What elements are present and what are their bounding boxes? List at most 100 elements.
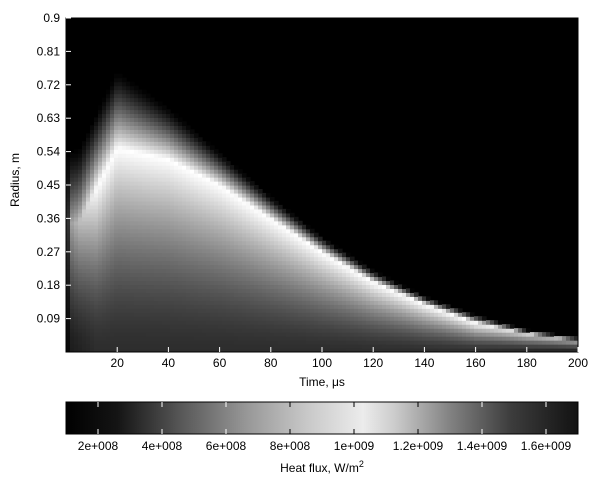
heat-cell [146, 236, 151, 242]
heat-cell [254, 248, 259, 254]
heat-cell [154, 332, 159, 337]
heat-cell [170, 117, 175, 122]
colorbar-tick-label: 1.6e+009 [521, 439, 572, 453]
heat-cell [66, 308, 71, 313]
heat-cell [74, 252, 79, 258]
heat-cell [566, 340, 571, 345]
heat-cell [158, 328, 163, 333]
heat-cell [290, 320, 295, 325]
heat-cell [126, 292, 131, 297]
heat-cell [230, 276, 235, 282]
heat-cell [82, 244, 87, 250]
heat-cell [110, 173, 115, 178]
heat-cell [206, 272, 211, 278]
heat-cell [182, 232, 187, 238]
heat-cell [210, 157, 215, 162]
heat-cell [350, 312, 355, 317]
heat-cell [86, 252, 91, 258]
colorbar-ticks: 2e+008 4e+008 6e+008 8e+008 1e+009 1.2e+009 1.… [78, 402, 572, 453]
heat-cell [314, 336, 319, 341]
heat-cell [526, 336, 531, 341]
heat-cell [362, 264, 367, 270]
heat-cell [94, 332, 99, 337]
heat-cell [238, 185, 243, 190]
heat-cell [158, 300, 163, 305]
heat-cell [270, 268, 275, 274]
heat-cell [134, 264, 139, 270]
heat-cell [154, 276, 159, 282]
heat-cell [178, 324, 183, 329]
heat-cell [574, 348, 578, 352]
heat-cell [174, 268, 179, 274]
heat-cell [154, 344, 159, 349]
heat-cell [198, 141, 203, 146]
heat-cell [130, 113, 135, 119]
heat-cell [398, 292, 403, 297]
heat-cell [342, 344, 347, 349]
heat-cell [206, 188, 211, 194]
heat-cell [226, 192, 231, 198]
heat-cell [246, 200, 251, 206]
heat-cell [174, 145, 179, 150]
heat-cell [134, 165, 139, 170]
heat-cell [242, 244, 247, 250]
heat-cell [378, 328, 383, 333]
heat-cell [266, 336, 271, 341]
heat-cell [422, 308, 427, 313]
heat-cell [278, 340, 283, 345]
heat-cell [158, 264, 163, 270]
heat-cell [462, 312, 467, 317]
heat-cell [342, 304, 347, 309]
heat-cell [206, 173, 211, 178]
heat-cell [166, 232, 171, 238]
heat-cell [274, 312, 279, 317]
heat-cell [326, 292, 331, 297]
heat-cell [122, 220, 127, 226]
heat-cell [322, 320, 327, 325]
heat-cell [206, 165, 211, 170]
heat-cell [398, 344, 403, 349]
heat-cell [134, 332, 139, 337]
heat-cell [242, 252, 247, 258]
heat-cell [202, 236, 207, 242]
heat-cell [122, 77, 127, 83]
heat-cell [326, 308, 331, 313]
heat-cell [146, 296, 151, 301]
heat-cell [286, 300, 291, 305]
heat-cell [98, 125, 103, 130]
heat-cell [150, 204, 155, 210]
heat-cell [114, 216, 119, 222]
heat-cell [102, 296, 107, 301]
heat-cell [258, 312, 263, 317]
heat-cell [242, 228, 247, 234]
heat-cell [366, 324, 371, 329]
heat-cell [314, 312, 319, 317]
heat-cell [282, 232, 287, 238]
heat-cell [202, 320, 207, 325]
heat-cell [342, 260, 347, 266]
heat-cell [126, 113, 131, 119]
heat-cell [270, 208, 275, 214]
heat-cell [358, 300, 363, 305]
heat-cell [150, 272, 155, 278]
heat-cell [262, 264, 267, 270]
heat-cell [226, 300, 231, 305]
heat-cell [302, 308, 307, 313]
heat-cell [110, 280, 115, 286]
heat-cell [238, 324, 243, 329]
heat-cell [118, 252, 123, 258]
heat-cell [210, 188, 215, 194]
heat-cell [242, 308, 247, 313]
heat-cell [134, 240, 139, 246]
heat-cell [102, 272, 107, 278]
heat-cell [170, 200, 175, 206]
heat-cell [130, 244, 135, 250]
heat-cell [162, 280, 167, 286]
heat-cell [330, 328, 335, 333]
heat-cell [146, 200, 151, 206]
heat-cell [322, 348, 327, 352]
heat-cell [566, 344, 571, 349]
heat-cell [178, 248, 183, 254]
heat-cell [162, 288, 167, 293]
heat-cell [210, 272, 215, 278]
